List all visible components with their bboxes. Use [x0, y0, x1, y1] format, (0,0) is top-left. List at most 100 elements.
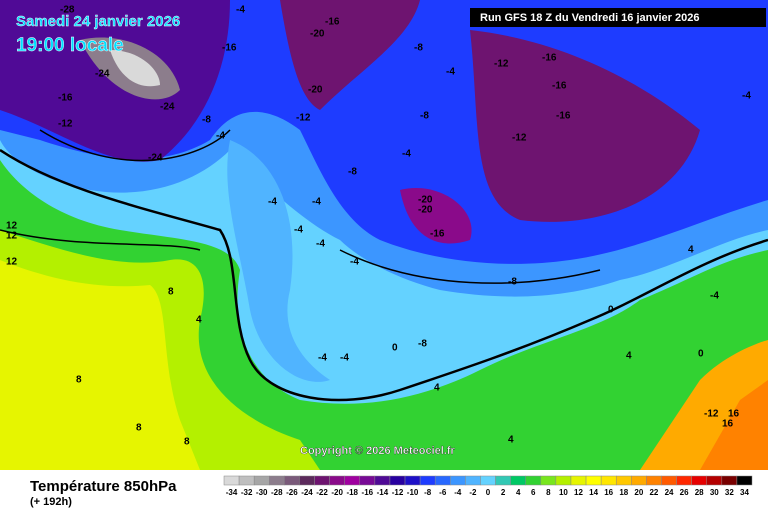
- copyright: Copyright © 2026 Meteociel.fr: [300, 445, 456, 457]
- legend-swatch: [299, 475, 315, 486]
- legend-label: 6: [531, 488, 536, 497]
- contour-label: -16: [552, 81, 567, 92]
- contour-label: 8: [168, 287, 174, 298]
- contour-label: 16: [722, 419, 734, 430]
- contour-label: -4: [268, 197, 277, 208]
- contour-label: -8: [418, 339, 427, 350]
- legend-label: -34: [226, 488, 238, 497]
- legend-label: -2: [469, 488, 477, 497]
- contour-label: -24: [148, 153, 163, 164]
- legend-label: 30: [710, 488, 719, 497]
- contour-label: -4: [402, 149, 411, 160]
- cold-zone: [110, 50, 160, 87]
- legend-swatch: [389, 475, 406, 486]
- footer-title: Température 850hPa: [30, 478, 177, 495]
- contour-label: -4: [710, 291, 719, 302]
- contour-label: -4: [312, 197, 321, 208]
- legend-label: 18: [619, 488, 628, 497]
- legend-label: 22: [649, 488, 658, 497]
- legend-label: -28: [271, 488, 283, 497]
- legend-swatch: [525, 475, 542, 486]
- map: -28 -24 -16 -12 -24 -24 -16 -20 -16 -20 …: [0, 0, 768, 470]
- contour-label: -4: [294, 225, 303, 236]
- contour-label: -4: [318, 353, 327, 364]
- contour-label: -16: [542, 53, 557, 64]
- contour-label: -28: [60, 5, 75, 16]
- footer-subtitle: (+ 192h): [30, 496, 72, 508]
- contour-label: -20: [418, 195, 433, 206]
- legend-swatch: [238, 475, 255, 486]
- legend-swatch: [269, 475, 285, 486]
- contour-label: -8: [420, 111, 429, 122]
- warm-zone: [700, 380, 768, 470]
- contour-label: -24: [160, 102, 175, 113]
- contour-label: -12: [296, 113, 311, 124]
- contour-label: -8: [348, 167, 357, 178]
- legend-swatch: [736, 475, 753, 486]
- legend-swatch: [555, 475, 572, 486]
- contour-label: -12: [494, 59, 509, 70]
- contour-label: 4: [196, 315, 202, 326]
- legend-label: -10: [407, 488, 419, 497]
- contour-label: 0: [392, 343, 398, 354]
- contour-label: -4: [236, 5, 245, 16]
- legend-label: -32: [241, 488, 253, 497]
- legend-swatch: [661, 475, 677, 486]
- legend-swatch: [329, 475, 345, 486]
- legend-label: -24: [301, 488, 313, 497]
- legend-swatch: [585, 475, 602, 486]
- legend-label: -6: [439, 488, 447, 497]
- contour-label: -8: [414, 43, 423, 54]
- forecast-date: Samedi 24 janvier 2026: [16, 13, 180, 30]
- contour-label: -24: [95, 69, 110, 80]
- contour-label: -4: [316, 239, 325, 250]
- cold-zone: [280, 0, 420, 110]
- legend-label: 28: [695, 488, 704, 497]
- legend-label: -26: [286, 488, 298, 497]
- cold-zone: [400, 188, 472, 244]
- legend-swatch: [374, 475, 391, 486]
- cold-zone: [227, 140, 330, 382]
- legend-swatch: [646, 475, 662, 486]
- legend-swatch: [706, 475, 723, 486]
- contour-label: -8: [202, 115, 211, 126]
- contour-label: 4: [434, 383, 440, 394]
- contour-label: -20: [308, 85, 323, 96]
- contour-label: -12: [704, 409, 719, 420]
- legend-swatch: [359, 475, 376, 486]
- contour-label: 12: [6, 221, 18, 232]
- legend-label: -30: [256, 488, 268, 497]
- legend-swatch: [570, 475, 587, 486]
- contour-label: 4: [508, 435, 514, 446]
- contour-label: 4: [688, 245, 694, 256]
- legend-label: 34: [740, 488, 749, 497]
- contour-label: -4: [446, 67, 455, 78]
- legend-swatch: [600, 475, 617, 486]
- legend-swatch: [480, 475, 496, 486]
- legend-label: 0: [486, 488, 491, 497]
- legend-label: -18: [346, 488, 358, 497]
- legend-label: 26: [680, 488, 689, 497]
- legend-label: 10: [559, 488, 568, 497]
- legend-label: 24: [665, 488, 674, 497]
- legend-swatch: [510, 475, 526, 486]
- legend-swatch: [434, 475, 451, 486]
- contour-label: 8: [76, 375, 82, 386]
- legend-label: 4: [516, 488, 521, 497]
- legend-label: -8: [424, 488, 432, 497]
- contour-label: 8: [184, 437, 190, 448]
- legend-swatch: [615, 475, 632, 486]
- legend-swatch: [465, 475, 481, 486]
- color-legend: -34 -32 -30 -28 -26 -24 -22 -20 -18 -16 -14 -12 -10-…: [223, 475, 753, 497]
- contour-label: -12: [58, 119, 73, 130]
- legend-label: 14: [589, 488, 598, 497]
- zero-isotherm: [0, 148, 768, 402]
- contour-label: -16: [430, 229, 445, 240]
- contour-label: -4: [340, 353, 349, 364]
- contour-label: -16: [556, 111, 571, 122]
- legend-swatch: [676, 475, 692, 486]
- legend-label: -14: [377, 488, 389, 497]
- run-box: [470, 8, 766, 27]
- legend-label: -20: [331, 488, 343, 497]
- warm-zone: [0, 260, 200, 470]
